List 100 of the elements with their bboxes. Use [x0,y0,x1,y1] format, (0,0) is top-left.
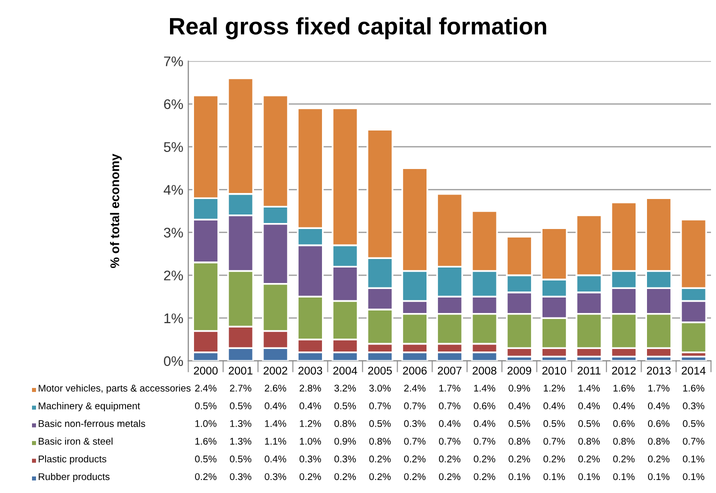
x-tick-label: 2001 [228,366,252,375]
data-label: 0.2% [648,456,670,462]
data-label: 0.4% [508,402,530,410]
legend-label: Plastic products [38,455,106,464]
data-label: 0.8% [508,438,530,445]
legend-label: Machinery & equipment [38,402,140,412]
data-label: 0.3% [334,456,356,462]
data-label: 0.7% [404,438,426,445]
data-label: 0.5% [195,402,216,410]
x-tick-label: 2002 [264,366,288,375]
data-label: 0.8% [578,438,600,445]
data-label: 1.2% [300,420,321,427]
data-label: 0.7% [474,438,496,445]
y-axis-title: % of total economy [110,154,122,268]
data-label: 0.9% [334,438,356,445]
data-label: 0.5% [334,402,356,410]
data-label: 1.7% [439,384,460,392]
data-label: 0.5% [682,420,704,428]
x-tick-label: 2010 [542,366,566,375]
x-tick-label: 2008 [472,366,496,375]
data-label: 0.2% [438,473,460,480]
data-label: 0.6% [613,420,635,428]
data-label: 1.6% [683,384,704,392]
y-tick-label: 4% [164,184,183,195]
data-label: 2.4% [404,384,426,392]
data-label: 0.3% [404,420,426,428]
data-label: 0.4% [264,456,286,462]
y-tick-label: 2% [164,270,183,280]
data-label: 0.5% [543,420,565,428]
data-label: 1.2% [544,384,565,392]
x-tick-label: 2006 [403,366,427,375]
data-label: 0.4% [578,402,600,410]
data-label: 0.1% [682,473,704,480]
x-tick-label: 2011 [578,366,600,375]
data-label: 0.2% [474,456,496,462]
data-label: 3.0% [369,384,391,392]
data-label: 1.6% [195,438,216,445]
chart-title: Real gross fixed capital formation [170,17,546,40]
data-label: 0.1% [682,456,704,462]
data-label: 0.1% [578,473,600,480]
data-label: 0.8% [613,438,635,445]
data-label: 0.6% [648,420,670,428]
y-tick-label: 1% [164,313,183,324]
data-label: 0.3% [682,402,704,410]
y-tick-label: 3% [164,228,183,238]
data-label: 0.2% [508,456,530,462]
x-tick-label: 2013 [646,366,671,375]
data-label: 1.4% [265,420,286,427]
data-label: 0.4% [648,402,670,410]
data-label: 0.4% [543,402,565,410]
data-label: 2.6% [264,384,286,392]
data-label: 0.2% [195,473,216,480]
data-label: 1.1% [265,438,286,445]
data-label: 0.7% [404,402,426,410]
data-label: 0.2% [369,456,391,462]
data-label: 0.4% [438,420,460,428]
data-label: 0.8% [369,438,391,445]
data-label: 1.3% [230,420,252,428]
data-label: 1.0% [300,438,321,445]
data-label: 0.5% [578,420,600,428]
data-label: 0.8% [334,420,356,428]
x-tick-label: 2012 [612,366,636,375]
data-label: 0.7% [438,438,460,445]
data-label: 0.5% [230,402,252,410]
data-label: 0.6% [474,402,496,410]
data-label: 0.2% [404,456,426,462]
data-label: 0.1% [613,473,635,480]
data-label: 0.3% [230,473,252,480]
data-label: 0.4% [300,402,321,410]
data-label: 0.5% [230,456,252,462]
data-label: 0.7% [438,402,460,410]
data-label: 0.9% [508,384,530,392]
data-label: 1.4% [578,384,600,392]
x-tick-label: 2007 [438,366,462,375]
data-label: 2.4% [195,384,216,392]
data-label: 1.4% [474,384,496,392]
data-label: 0.2% [300,473,321,480]
y-tick-label: 5% [164,142,183,152]
data-label: 0.2% [474,473,496,480]
data-label: 0.2% [578,456,600,462]
x-tick-label: 2005 [368,366,392,375]
data-label: 0.2% [334,473,356,480]
legend-label: Motor vehicles, parts & accessories [38,384,191,394]
data-label: 2.7% [230,384,252,392]
data-label: 0.8% [648,438,670,445]
data-label: 0.1% [508,473,530,480]
data-label: 0.7% [682,438,704,445]
x-tick-label: 2003 [298,366,322,375]
data-label: 0.5% [195,456,216,462]
data-label: 1.0% [195,420,216,428]
data-label: 0.4% [613,402,635,410]
data-label: 0.5% [369,420,391,428]
data-label: 0.3% [300,456,321,462]
x-tick-label: 2004 [333,366,358,375]
data-label: 1.7% [648,384,670,392]
data-label: 0.2% [543,456,565,462]
data-label: 0.4% [264,402,286,410]
data-label: 1.3% [230,438,252,445]
data-label: 2.8% [300,384,321,392]
data-label: 1.6% [614,384,635,392]
